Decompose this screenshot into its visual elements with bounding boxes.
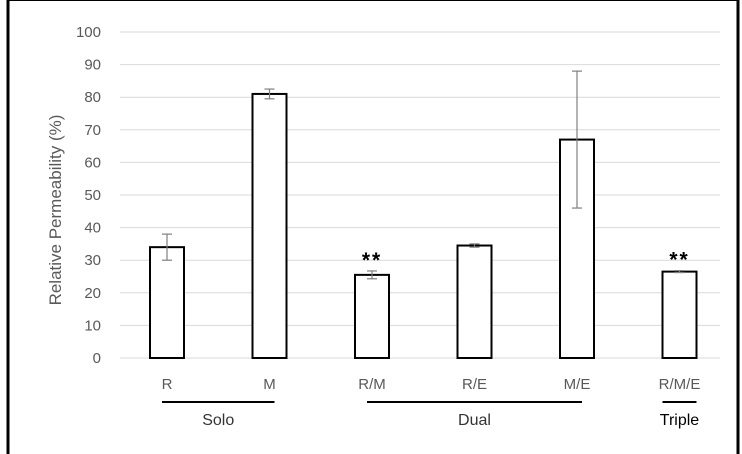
bar-m	[251, 92, 288, 359]
bar-r-m-e	[661, 270, 698, 359]
x-tick-label-m-e: M/E	[564, 376, 591, 393]
y-tick-label-100: 100	[76, 24, 101, 41]
error-bar-m	[264, 88, 275, 100]
bar-r-e	[456, 244, 493, 359]
y-tick-label-80: 80	[84, 89, 101, 106]
significance-markers: ** **	[362, 249, 689, 272]
y-axis-ticks: 0 10 20 30 40 50 60 70 80 90 100	[76, 24, 101, 367]
significance-marker-r-m-e: **	[669, 249, 689, 272]
significance-marker-r-m: **	[362, 249, 382, 272]
x-tick-label-r: R	[162, 376, 173, 393]
error-bar-r-e	[469, 243, 480, 248]
y-tick-label-30: 30	[84, 252, 101, 269]
y-tick-label-10: 10	[84, 317, 101, 334]
x-tick-label-r-m: R/M	[358, 376, 386, 393]
x-tick-label-r-m-e: R/M/E	[659, 376, 701, 393]
y-tick-label-20: 20	[84, 285, 101, 302]
gridlines	[120, 31, 720, 326]
error-bar-r-m-e	[674, 270, 685, 274]
y-tick-label-70: 70	[84, 122, 101, 139]
error-bars	[162, 70, 685, 280]
error-bar-r-m	[367, 270, 377, 280]
bars	[149, 92, 698, 359]
y-tick-label-0: 0	[93, 350, 101, 367]
group-label-triple: Triple	[660, 412, 700, 429]
error-bar-r	[162, 233, 172, 261]
x-tick-label-r-e: R/E	[462, 376, 487, 393]
y-tick-label-50: 50	[84, 187, 101, 204]
group-label-solo: Solo	[202, 412, 234, 429]
y-tick-label-40: 40	[84, 220, 101, 237]
y-axis-label: Relative Permeability (%)	[46, 115, 65, 306]
bar-r	[149, 246, 185, 359]
bar-r-m	[354, 273, 390, 359]
y-tick-label-90: 90	[84, 57, 101, 74]
x-tick-label-m: M	[263, 376, 276, 393]
y-tick-label-60: 60	[84, 154, 101, 171]
group-labels: Solo Dual Triple	[162, 401, 700, 429]
error-bar-m-e	[572, 70, 582, 209]
x-axis-labels: R M R/M R/E M/E R/M/E	[162, 376, 701, 393]
group-label-dual: Dual	[458, 412, 491, 429]
